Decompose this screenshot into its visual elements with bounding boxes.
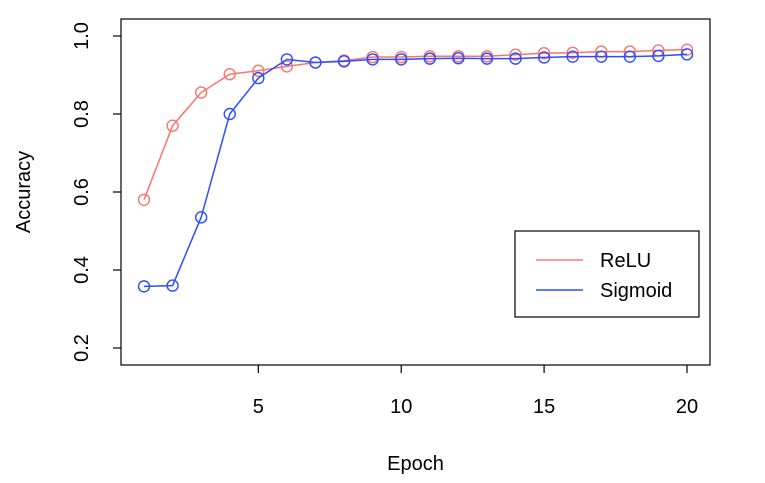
data-point-sigmoid [566, 50, 579, 63]
x-tick-label: 5 [253, 396, 264, 418]
series-line-relu [143, 48, 688, 201]
series-line-sigmoid [143, 53, 688, 288]
data-point-sigmoid [623, 50, 637, 63]
data-point-relu [280, 60, 294, 73]
data-point-sigmoid [337, 55, 351, 68]
y-tick-label: 1.0 [71, 22, 93, 50]
data-point-sigmoid [166, 279, 179, 292]
y-tick-label: 0.2 [71, 334, 93, 362]
data-point-relu [166, 119, 179, 132]
legend-sigmoid-label: Sigmoid [600, 280, 672, 302]
y-tick-label: 0.4 [71, 256, 93, 284]
data-point-sigmoid [223, 107, 236, 121]
legend-relu-label: ReLU [600, 250, 651, 272]
y-tick-label: 0.6 [71, 178, 93, 206]
data-point-relu [537, 46, 551, 60]
x-tick-label: 10 [390, 396, 412, 418]
data-point-sigmoid [366, 53, 379, 66]
data-point-sigmoid [509, 52, 522, 65]
data-point-relu [509, 48, 522, 61]
y-tick-label: 0.8 [71, 100, 93, 128]
data-point-sigmoid [652, 49, 665, 63]
data-point-sigmoid [137, 280, 151, 293]
data-point-sigmoid [452, 52, 465, 65]
data-point-sigmoid [309, 56, 322, 69]
data-point-sigmoid [423, 52, 436, 65]
data-point-relu [252, 64, 265, 77]
y-axis: 0.2 0.4 0.6 0.8 1.0 [71, 22, 121, 362]
data-point-relu [137, 193, 151, 207]
data-point-sigmoid [395, 53, 408, 66]
y-axis-title: Accuracy [13, 151, 35, 233]
x-axis: 5 10 15 20 [253, 365, 698, 418]
data-point-sigmoid [252, 71, 265, 85]
data-point-relu [680, 43, 694, 56]
data-point-sigmoid [680, 48, 694, 61]
x-tick-label: 15 [533, 396, 555, 418]
data-point-relu [223, 68, 236, 81]
x-axis-title: Epoch [387, 453, 444, 475]
data-point-sigmoid [194, 211, 208, 224]
x-tick-label: 20 [676, 396, 698, 418]
legend-box [514, 230, 700, 318]
legend: ReLU Sigmoid [514, 230, 700, 318]
data-point-sigmoid [480, 52, 494, 65]
data-point-sigmoid [537, 51, 551, 64]
series-layer [137, 43, 694, 293]
data-point-sigmoid [280, 53, 294, 66]
data-point-sigmoid [595, 50, 608, 63]
data-point-relu [566, 46, 579, 59]
data-point-relu [194, 86, 208, 99]
